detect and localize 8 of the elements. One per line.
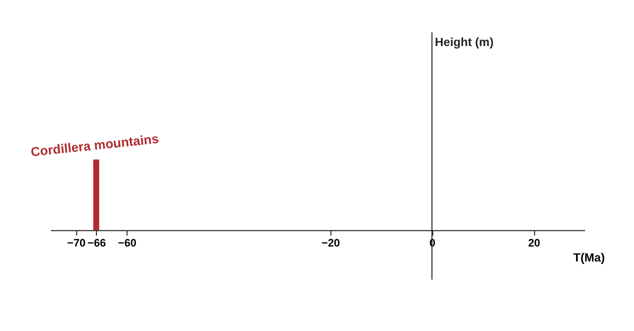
x-tick-label: −70 <box>67 237 86 250</box>
x-tick-label: −60 <box>118 237 136 250</box>
x-axis-title: T(Ma) <box>573 250 605 264</box>
x-tick-label: −66 <box>88 237 106 250</box>
text: Height (m) <box>434 35 494 50</box>
x-tick-label: 20 <box>528 237 540 250</box>
x-tick-label: −20 <box>321 237 340 250</box>
annotation: Cordillera mountains <box>30 130 160 160</box>
